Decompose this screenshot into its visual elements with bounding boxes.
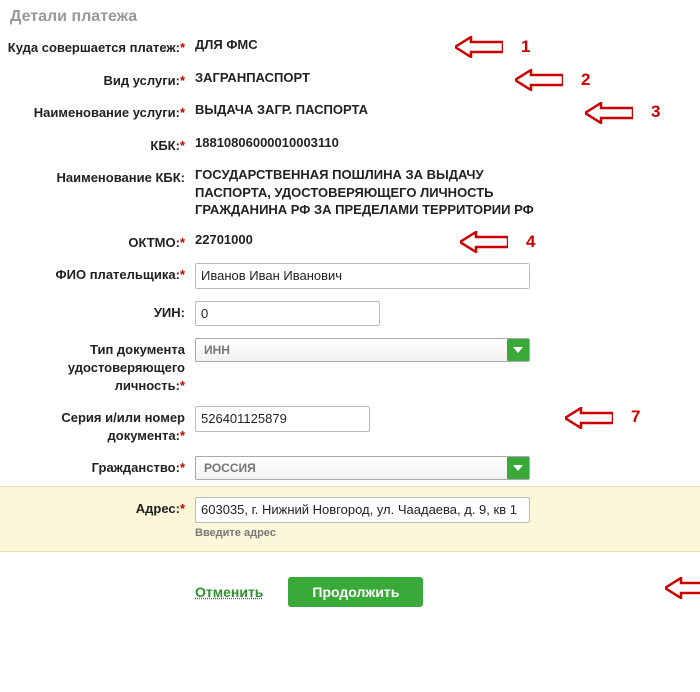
row-doc-number: Серия и/или номер документа:* 7 <box>0 400 700 450</box>
label-payer-fio: ФИО плательщика: <box>56 267 180 282</box>
label-kbk: КБК: <box>150 138 180 153</box>
row-address: Адрес:* Введите адрес 9 <box>0 486 700 551</box>
address-hint: Введите адрес <box>195 526 700 541</box>
label-doc-type: Тип документа удостоверяющего личность: <box>68 342 185 392</box>
label-kbk-name: Наименование КБК: <box>56 170 185 185</box>
value-payment-to: ДЛЯ ФМС <box>195 37 258 52</box>
arrow-icon <box>565 407 613 429</box>
label-doc-number: Серия и/или номер документа: <box>61 410 185 443</box>
row-citizenship: Гражданство:* РОССИЯ 8 <box>0 450 700 486</box>
citizenship-selected: РОССИЯ <box>196 460 507 476</box>
value-oktmo: 22701000 <box>195 232 253 247</box>
row-payer-fio: ФИО плательщика:* 5 <box>0 257 700 295</box>
anno-num: 3 <box>651 101 660 124</box>
value-kbk-name: ГОСУДАРСТВЕННАЯ ПОШЛИНА ЗА ВЫДАЧУ ПАСПОР… <box>195 166 535 219</box>
row-kbk-name: Наименование КБК: ГОСУДАРСТВЕННАЯ ПОШЛИН… <box>0 160 700 225</box>
row-oktmo: ОКТМО:* 22701000 4 <box>0 225 700 258</box>
value-kbk: 18810806000010003110 <box>195 135 339 150</box>
arrow-icon <box>515 69 563 91</box>
doc-type-selected: ИНН <box>196 342 507 358</box>
uin-input[interactable] <box>195 301 380 327</box>
actions-bar: Отменить Продолжить 10 <box>195 577 700 607</box>
label-service-type: Вид услуги: <box>104 73 180 88</box>
address-input[interactable] <box>195 497 530 523</box>
arrow-icon <box>665 577 700 599</box>
chevron-down-icon <box>507 339 529 361</box>
row-payment-to: Куда совершается платеж:* ДЛЯ ФМС 1 <box>0 30 700 63</box>
cancel-link[interactable]: Отменить <box>195 584 263 600</box>
payer-fio-input[interactable] <box>195 263 530 289</box>
arrow-icon <box>460 231 508 253</box>
value-service-name: ВЫДАЧА ЗАГР. ПАСПОРТА <box>195 102 368 117</box>
arrow-icon <box>585 102 633 124</box>
label-oktmo: ОКТМО: <box>128 235 180 250</box>
doc-type-select[interactable]: ИНН <box>195 338 530 362</box>
chevron-down-icon <box>507 457 529 479</box>
row-doc-type: Тип документа удостоверяющего личность:*… <box>0 332 700 400</box>
arrow-icon <box>455 36 503 58</box>
label-address: Адрес: <box>136 501 180 516</box>
row-uin: УИН: <box>0 295 700 333</box>
continue-button[interactable]: Продолжить <box>288 577 423 607</box>
row-service-name: Наименование услуги:* ВЫДАЧА ЗАГР. ПАСПО… <box>0 95 700 128</box>
row-kbk: КБК:* 18810806000010003110 <box>0 128 700 161</box>
anno-num: 1 <box>521 36 530 59</box>
form-title: Детали платежа <box>0 0 700 30</box>
citizenship-select[interactable]: РОССИЯ <box>195 456 530 480</box>
anno-num: 7 <box>631 406 640 429</box>
row-service-type: Вид услуги:* ЗАГРАНПАСПОРТ 2 <box>0 63 700 96</box>
doc-number-input[interactable] <box>195 406 370 432</box>
value-service-type: ЗАГРАНПАСПОРТ <box>195 70 310 85</box>
anno-num: 2 <box>581 69 590 92</box>
label-payment-to: Куда совершается платеж: <box>8 40 180 55</box>
label-uin: УИН: <box>154 305 185 320</box>
anno-num: 4 <box>526 231 535 254</box>
label-citizenship: Гражданство: <box>92 460 180 475</box>
label-service-name: Наименование услуги: <box>34 105 180 120</box>
